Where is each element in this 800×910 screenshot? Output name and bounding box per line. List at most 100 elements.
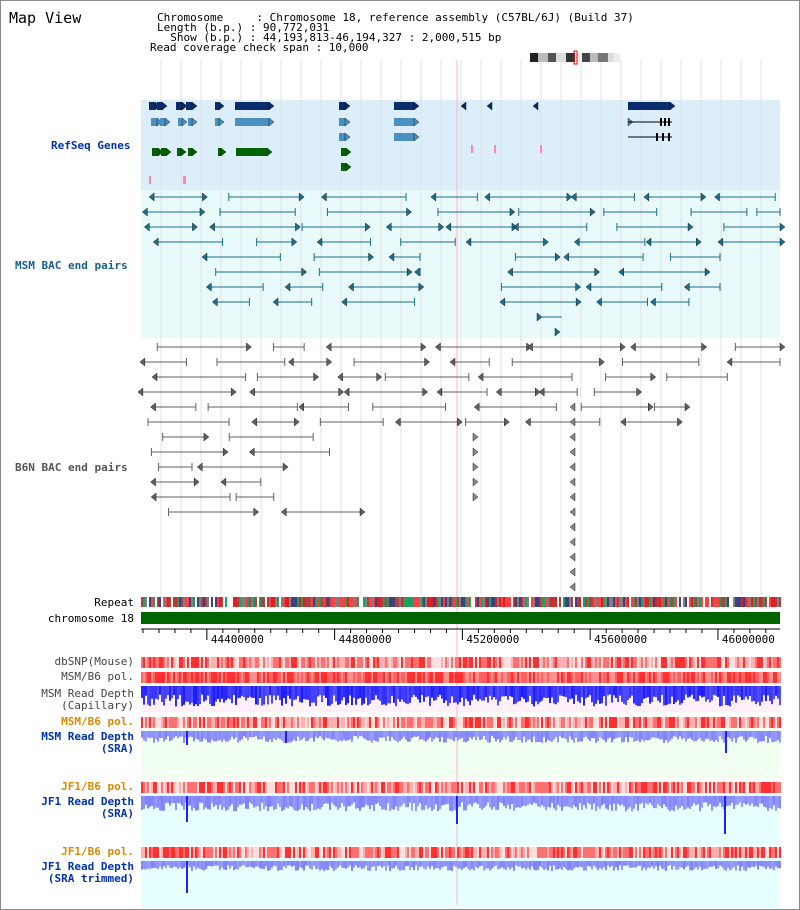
jf1-b6-pol-trim-bin[interactable] bbox=[617, 847, 619, 858]
msm-sra-depth-bin[interactable] bbox=[299, 731, 301, 741]
msm-capillary-depth-bin[interactable] bbox=[613, 686, 615, 696]
jf1-sra-depth-bin[interactable] bbox=[535, 796, 537, 804]
dbsnp-heat-bin[interactable] bbox=[149, 657, 151, 668]
jf1-trim-depth-bin[interactable] bbox=[287, 861, 289, 866]
msm-sra-depth-bin[interactable] bbox=[537, 731, 539, 742]
jf1-sra-depth-bin[interactable] bbox=[345, 796, 347, 812]
dbsnp-heat-bin[interactable] bbox=[625, 657, 627, 668]
jf1-b6-pol-bin[interactable] bbox=[489, 782, 491, 793]
msm-capillary-depth-bin[interactable] bbox=[403, 686, 405, 702]
msm-b6-pol-sra-bin[interactable] bbox=[247, 717, 249, 728]
msm-sra-depth-bin[interactable] bbox=[587, 731, 589, 740]
msm-b6-pol-bin[interactable] bbox=[555, 672, 557, 683]
repeat-block[interactable] bbox=[319, 597, 321, 607]
repeat-block[interactable] bbox=[229, 597, 231, 607]
msm-sra-depth-bin[interactable] bbox=[733, 731, 735, 739]
msm-sra-depth-bin[interactable] bbox=[657, 731, 659, 739]
msm-sra-depth-bin[interactable] bbox=[345, 731, 347, 741]
msm-b6-pol-bin[interactable] bbox=[557, 672, 559, 683]
msm-b6-pol-sra-bin[interactable] bbox=[367, 717, 369, 728]
msm-b6-pol-bin[interactable] bbox=[625, 672, 627, 683]
jf1-trim-depth-bin[interactable] bbox=[299, 861, 301, 867]
msm-capillary-depth-bin[interactable] bbox=[195, 686, 197, 705]
jf1-b6-pol-bin[interactable] bbox=[687, 782, 689, 793]
jf1-b6-pol-trim-bin[interactable] bbox=[717, 847, 719, 858]
repeat-block[interactable] bbox=[405, 597, 407, 607]
repeat-block[interactable] bbox=[243, 597, 245, 607]
msm-b6-pol-bin[interactable] bbox=[457, 672, 459, 683]
b6n-bac-end[interactable] bbox=[472, 492, 479, 502]
jf1-trim-depth-bin[interactable] bbox=[265, 861, 267, 867]
dbsnp-heat-bin[interactable] bbox=[277, 657, 279, 668]
jf1-b6-pol-trim-bin[interactable] bbox=[247, 847, 249, 858]
msm-capillary-depth-bin[interactable] bbox=[729, 686, 731, 707]
jf1-trim-depth-bin[interactable] bbox=[359, 861, 361, 868]
jf1-b6-pol-trim-bin[interactable] bbox=[657, 847, 659, 858]
dbsnp-heat-bin[interactable] bbox=[381, 657, 383, 668]
repeat-block[interactable] bbox=[437, 597, 439, 607]
jf1-trim-depth-bin[interactable] bbox=[257, 861, 259, 867]
msm-capillary-depth-bin[interactable] bbox=[653, 686, 655, 697]
msm-b6-pol-bin[interactable] bbox=[415, 672, 417, 683]
repeat-block[interactable] bbox=[441, 597, 443, 607]
jf1-sra-depth-bin[interactable] bbox=[611, 796, 613, 811]
b6n-bac-pair-end[interactable] bbox=[650, 372, 657, 382]
msm-b6-pol-bin[interactable] bbox=[351, 672, 353, 683]
msm-b6-pol-sra-bin[interactable] bbox=[587, 717, 589, 728]
jf1-b6-pol-trim-bin[interactable] bbox=[365, 847, 367, 858]
jf1-trim-depth-bin[interactable] bbox=[427, 861, 429, 867]
msm-sra-depth-bin[interactable] bbox=[683, 731, 685, 738]
jf1-sra-depth-bin[interactable] bbox=[753, 796, 755, 807]
jf1-trim-depth-bin[interactable] bbox=[493, 861, 495, 867]
b6n-bac-pair-end[interactable] bbox=[137, 387, 144, 397]
msm-b6-pol-sra-bin[interactable] bbox=[399, 717, 401, 728]
jf1-trim-depth-bin[interactable] bbox=[203, 861, 205, 871]
jf1-trim-depth-bin[interactable] bbox=[161, 861, 163, 870]
msm-sra-depth-bin[interactable] bbox=[389, 731, 391, 742]
jf1-sra-depth-bin[interactable] bbox=[519, 796, 521, 809]
jf1-b6-pol-trim-bin[interactable] bbox=[451, 847, 453, 858]
msm-sra-depth-bin[interactable] bbox=[615, 731, 617, 739]
dbsnp-heat-bin[interactable] bbox=[477, 657, 479, 668]
repeat-block[interactable] bbox=[279, 597, 281, 607]
msm-b6-pol-sra-bin[interactable] bbox=[477, 717, 479, 728]
msm-b6-pol-bin[interactable] bbox=[395, 672, 397, 683]
jf1-b6-pol-trim-bin[interactable] bbox=[363, 847, 365, 858]
jf1-sra-depth-bin[interactable] bbox=[537, 796, 539, 807]
dbsnp-heat-bin[interactable] bbox=[375, 657, 377, 668]
jf1-b6-pol-trim-bin[interactable] bbox=[707, 847, 709, 858]
jf1-b6-pol-trim-bin[interactable] bbox=[533, 847, 535, 858]
msm-sra-depth-bin[interactable] bbox=[453, 731, 455, 742]
msm-sra-depth-bin[interactable] bbox=[263, 731, 265, 737]
msm-b6-pol-bin[interactable] bbox=[475, 672, 477, 683]
jf1-b6-pol-trim-bin[interactable] bbox=[743, 847, 745, 858]
repeat-block[interactable] bbox=[239, 597, 241, 607]
b6n-bac-pair-end[interactable] bbox=[313, 372, 319, 382]
jf1-b6-pol-bin[interactable] bbox=[391, 782, 393, 793]
dbsnp-heat-bin[interactable] bbox=[775, 657, 777, 668]
jf1-trim-depth-bin[interactable] bbox=[497, 861, 499, 870]
repeat-block[interactable] bbox=[597, 597, 599, 607]
msm-sra-depth-bin[interactable] bbox=[445, 731, 447, 743]
msm-capillary-depth-bin[interactable] bbox=[593, 686, 595, 707]
dbsnp-heat-bin[interactable] bbox=[685, 657, 687, 668]
msm-bac-pair-end[interactable] bbox=[596, 297, 602, 307]
jf1-b6-pol-bin[interactable] bbox=[401, 782, 403, 793]
dbsnp-heat-bin[interactable] bbox=[233, 657, 235, 668]
msm-b6-pol-bin[interactable] bbox=[391, 672, 393, 683]
repeat-block[interactable] bbox=[303, 597, 305, 607]
msm-b6-pol-bin[interactable] bbox=[741, 672, 743, 683]
msm-b6-pol-bin[interactable] bbox=[363, 672, 365, 683]
msm-b6-pol-bin[interactable] bbox=[451, 672, 453, 683]
dbsnp-heat-bin[interactable] bbox=[391, 657, 393, 668]
msm-b6-pol-sra-bin[interactable] bbox=[581, 717, 583, 728]
repeat-block[interactable] bbox=[747, 597, 749, 607]
msm-b6-pol-bin[interactable] bbox=[377, 672, 379, 683]
repeat-block[interactable] bbox=[707, 597, 709, 607]
dbsnp-heat-bin[interactable] bbox=[263, 657, 265, 668]
jf1-sra-depth-bin[interactable] bbox=[393, 796, 395, 810]
jf1-trim-depth-bin[interactable] bbox=[695, 861, 697, 868]
msm-capillary-depth-bin[interactable] bbox=[719, 686, 721, 707]
msm-capillary-depth-bin[interactable] bbox=[261, 686, 263, 706]
msm-sra-depth-bin[interactable] bbox=[443, 731, 445, 743]
